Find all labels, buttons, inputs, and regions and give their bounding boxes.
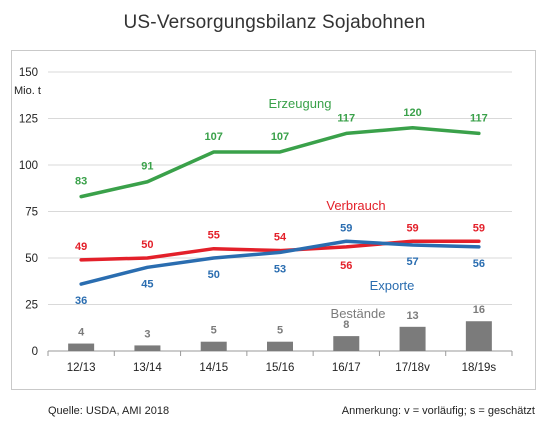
data-label-erzeugung: 120 [403,107,421,119]
bar-bestaende [399,326,426,351]
y-axis-unit-label: Mio. t [14,85,41,97]
data-label-erzeugung: 91 [141,161,153,173]
data-label-bestaende: 5 [277,325,283,337]
data-label-bestaende: 4 [78,327,85,339]
data-label-erzeugung: 117 [470,112,488,124]
data-label-bestaende: 16 [473,304,485,316]
data-label-verbrauch: 56 [340,260,352,272]
data-label-verbrauch: 54 [274,232,287,244]
chart-frame [11,50,536,390]
bar-bestaende [267,341,293,351]
bar-bestaende [134,345,161,351]
bar-bestaende [200,341,227,351]
data-label-verbrauch: 50 [141,239,153,251]
data-label-erzeugung: 107 [271,131,289,143]
data-label-bestaende: 8 [343,319,349,331]
bar-bestaende [68,343,95,351]
series-label-bestände: Bestände [331,306,386,321]
data-label-exporte: 36 [75,295,87,307]
series-label-erzeugung: Erzeugung [269,96,332,111]
data-label-erzeugung: 107 [205,131,223,143]
x-tick-label: 13/14 [133,362,162,374]
label-layer: 0 25 50 75 100 125 150 12/13 13/14 14/15 15/16 16/1… [19,67,497,374]
data-label-erzeugung: 83 [75,176,87,188]
y-tick-label: 150 [19,67,38,79]
series-label-exporte: Exporte [370,278,415,293]
y-tick-label: 25 [25,300,38,312]
x-tick-label: 18/19s [462,362,497,374]
data-label-exporte: 59 [340,222,352,234]
y-tick-label: 75 [25,207,38,219]
chart-title: US-Versorgungsbilanz Sojabohnen [123,12,426,33]
data-label-bestaende: 13 [406,310,418,322]
y-tick-label: 50 [25,253,38,265]
y-tick-label: 100 [19,160,38,172]
line-erzeugung [79,126,481,199]
series-label-verbrauch: Verbrauch [326,198,385,213]
data-label-verbrauch: 55 [208,230,220,242]
data-label-exporte: 45 [141,278,153,290]
line-layer [79,126,481,286]
data-label-exporte: 53 [274,263,286,275]
data-label-exporte: 50 [208,269,220,281]
x-tick-label: 16/17 [332,362,361,374]
data-label-verbrauch: 49 [75,241,87,253]
bar-bestaende [465,321,492,351]
x-tick-label: 17/18v [395,362,430,374]
grid-layer [47,71,513,356]
data-label-bestaende: 5 [211,325,217,337]
data-label-erzeugung: 117 [337,112,355,124]
data-label-bestaende: 3 [144,328,150,340]
x-tick-label: 15/16 [266,362,295,374]
data-label-verbrauch: 59 [406,222,418,234]
y-tick-label: 125 [19,114,38,126]
remark-note: Anmerkung: v = vorläufig; s = geschätzt [341,405,535,417]
bar-layer [68,321,492,351]
data-label-verbrauch: 59 [473,222,485,234]
y-tick-label: 0 [32,346,38,358]
line-verbrauch [79,239,481,262]
source-note: Quelle: USDA, AMI 2018 [48,405,170,417]
x-tick-label: 12/13 [67,362,96,374]
data-label-exporte: 57 [406,256,418,268]
x-tick-label: 14/15 [199,362,228,374]
bar-bestaende [333,336,360,351]
line-exporte [79,239,481,286]
data-label-exporte: 56 [473,258,485,270]
